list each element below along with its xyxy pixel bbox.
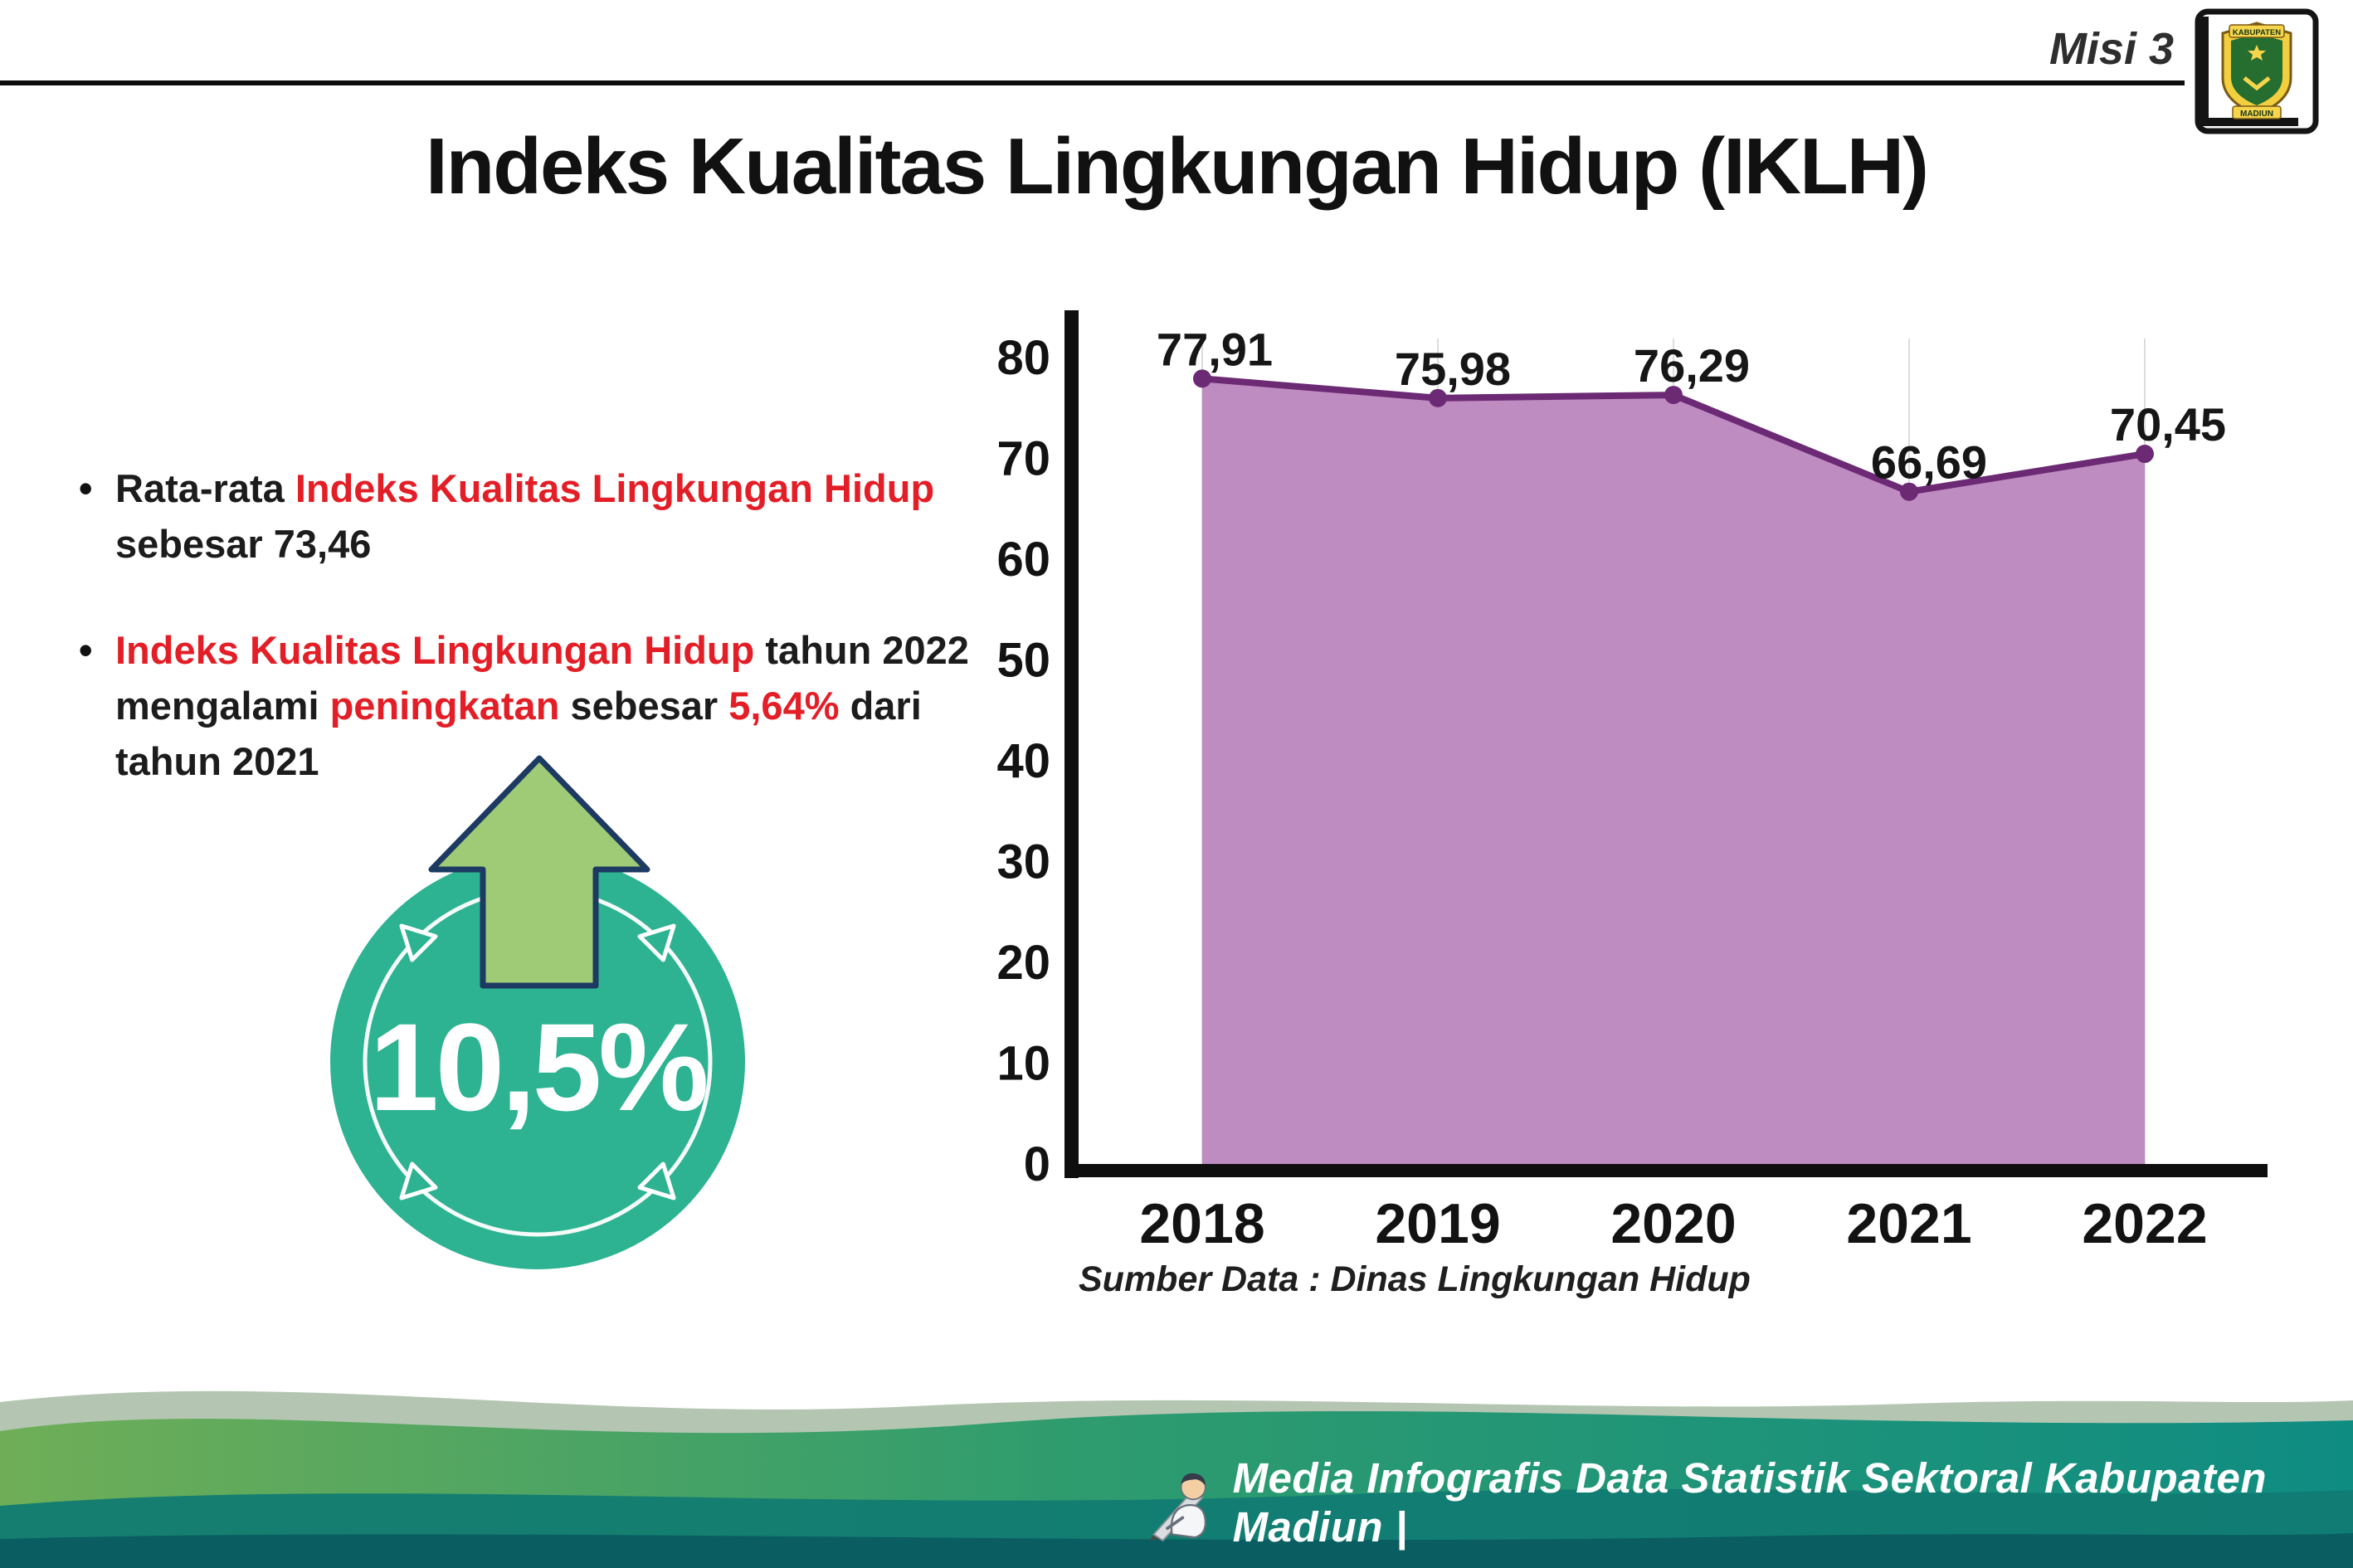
footer-text: Media Infografis Data Statistik Sektoral… (1232, 1454, 2267, 1551)
header-rule (0, 80, 2185, 85)
bullet-text-segment: sebesar 73,46 (115, 521, 372, 566)
logo-bottom-text: MADIUN (2240, 110, 2273, 119)
value-label: 66,69 (1871, 436, 1987, 489)
misi-label: Misi 3 (2049, 24, 2174, 74)
y-tick-label: 30 (996, 835, 1050, 889)
source-note: Sumber Data : Dinas Lingkungan Hidup (1079, 1259, 1751, 1299)
logo-top-text: KABUPATEN (2233, 28, 2281, 37)
y-tick-label: 40 (996, 734, 1050, 788)
bullet-text-segment: sebesar (559, 684, 729, 728)
y-tick-label: 50 (996, 634, 1050, 688)
data-point (1193, 369, 1211, 388)
year-label: 2020 (1610, 1192, 1736, 1255)
badge-value: 10,5% (369, 997, 706, 1137)
data-point (1900, 482, 1918, 501)
badge-tick-icon (637, 923, 676, 962)
value-label: 77,91 (1157, 323, 1273, 375)
year-label: 2018 (1139, 1192, 1264, 1255)
bullet-item: • Indeks Kualitas Lingkungan Hidup tahun … (79, 623, 1016, 789)
bullet-dot-icon: • (79, 466, 93, 510)
badge-tick-icon (399, 923, 438, 962)
kabupaten-madiun-logo: KABUPATEN MADIUN (2195, 8, 2319, 139)
growth-badge: 10,5% (330, 755, 745, 1269)
y-tick-label: 60 (996, 533, 1050, 587)
y-tick-label: 0 (1024, 1137, 1050, 1191)
year-label: 2021 (1846, 1192, 1971, 1255)
badge-tick-icon (399, 1161, 438, 1200)
y-tick-label: 20 (996, 936, 1050, 990)
page-title: Indeks Kualitas Lingkungan Hidup (IKLH) (425, 122, 1929, 211)
value-label: 76,29 (1634, 339, 1750, 392)
bullet-text-segment: peningkatan (329, 684, 560, 728)
bullet-text-segment: tahun 2022 mengalami (115, 628, 969, 728)
data-point (2136, 445, 2154, 464)
bullet-text-segment: Indeks Kualitas Lingkungan Hidup (295, 466, 935, 510)
badge-tick-icon (637, 1161, 676, 1200)
data-point (1664, 386, 1683, 405)
area-series (1202, 378, 2145, 1164)
value-label: 70,45 (2110, 398, 2226, 450)
bullet-list: • Rata-rata Indeks Kualitas Lingkungan Hi… (79, 461, 1016, 841)
bullet-text-segment: 5,64% (728, 684, 840, 728)
growth-arrow-icon (428, 755, 650, 989)
bullet-dot-icon: • (79, 628, 93, 673)
x-axis (1064, 1164, 2268, 1177)
iklh-chart: 77,91 75,98 76,29 66,69 70,45 0 10 20 30 40 50 60 70… (996, 310, 2268, 1255)
bullet-item: • Rata-rata Indeks Kualitas Lingkungan Hi… (79, 461, 1016, 572)
footer-wave-deep (0, 1533, 2353, 1568)
year-label: 2022 (2082, 1192, 2207, 1255)
bullet-text-segment: Rata-rata (115, 466, 295, 510)
footer: Media Infografis Data Statistik Sektoral… (1149, 1454, 2353, 1551)
mascot-icon (1149, 1473, 1207, 1542)
y-tick-label: 80 (996, 331, 1050, 385)
value-label: 75,98 (1395, 343, 1511, 395)
bullet-text-segment: dari tahun 2021 (115, 684, 922, 783)
badge-circle (330, 855, 745, 1269)
y-tick-label: 70 (996, 432, 1050, 486)
y-tick-label: 10 (996, 1037, 1050, 1091)
y-axis (1064, 310, 1079, 1178)
data-point (1429, 388, 1447, 407)
logo-crest-icon: KABUPATEN MADIUN (2195, 8, 2319, 134)
year-label: 2019 (1375, 1192, 1500, 1255)
bullet-text-segment: Indeks Kualitas Lingkungan Hidup (115, 628, 755, 673)
